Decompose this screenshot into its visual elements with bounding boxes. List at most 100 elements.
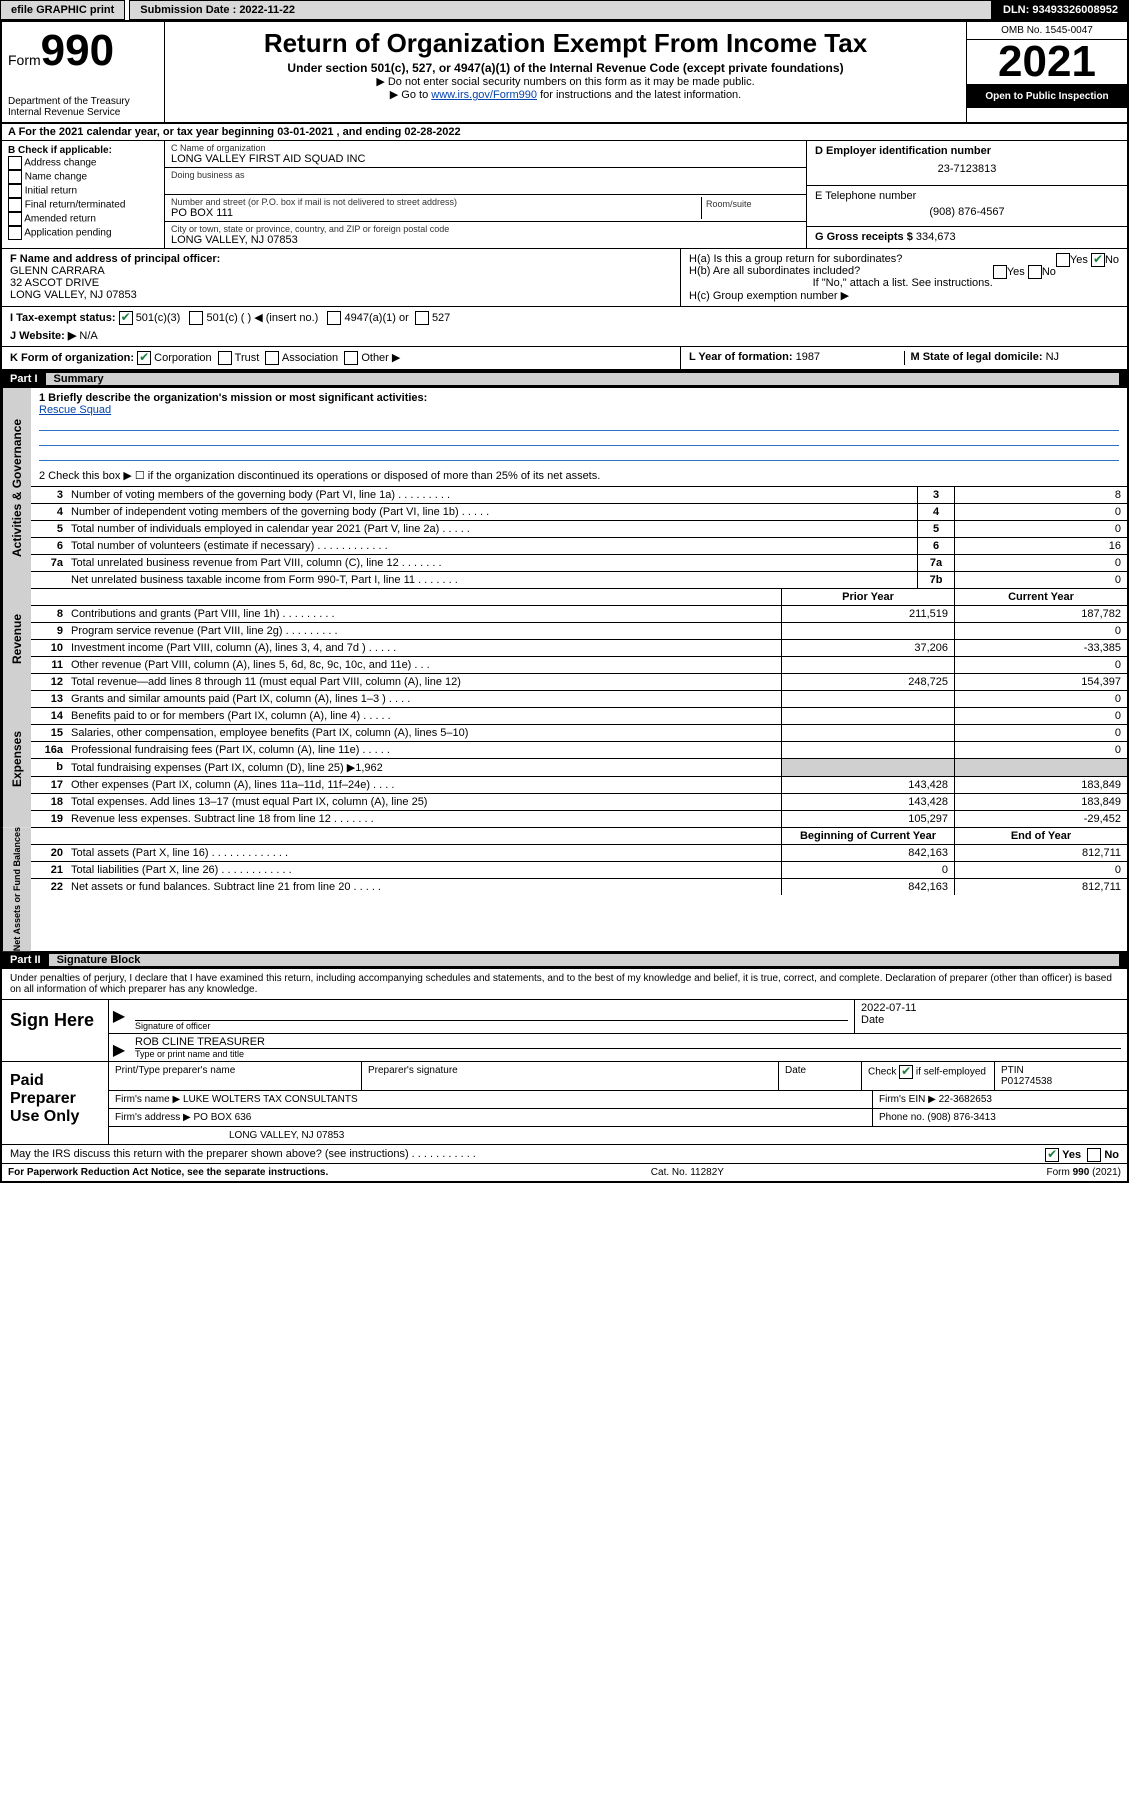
activities-governance: Activities & Governance 1 Briefly descri… — [2, 388, 1127, 588]
org-name: LONG VALLEY FIRST AID SQUAD INC — [171, 153, 800, 165]
form-number-cell: Form990 Department of the Treasury Inter… — [2, 22, 165, 122]
city-value: LONG VALLEY, NJ 07853 — [171, 234, 800, 246]
sign-here-label: Sign Here — [2, 1000, 109, 1061]
officer-addr1: 32 ASCOT DRIVE — [10, 277, 99, 289]
table-row: 12Total revenue—add lines 8 through 11 (… — [31, 673, 1127, 690]
527-checkbox[interactable] — [415, 311, 429, 325]
officer-addr2: LONG VALLEY, NJ 07853 — [10, 289, 137, 301]
discuss-no-checkbox[interactable] — [1087, 1148, 1101, 1162]
form-title: Return of Organization Exempt From Incom… — [173, 28, 958, 59]
table-row: 8Contributions and grants (Part VIII, li… — [31, 605, 1127, 622]
top-toolbar: efile GRAPHIC print Submission Date : 20… — [0, 0, 1129, 20]
ha-yes-checkbox[interactable] — [1056, 253, 1070, 267]
prep-sig-header: Preparer's signature — [362, 1062, 779, 1090]
sig-officer-caption: Signature of officer — [135, 1020, 848, 1031]
hb-no-checkbox[interactable] — [1028, 265, 1042, 279]
prep-check-cell: Check if self-employed — [862, 1062, 995, 1090]
ha-no-checkbox[interactable] — [1091, 253, 1105, 267]
discuss-yes-checkbox[interactable] — [1045, 1148, 1059, 1162]
section-c: C Name of organization LONG VALLEY FIRST… — [165, 141, 806, 248]
table-row: 16aProfessional fundraising fees (Part I… — [31, 741, 1127, 758]
form-container: Form990 Department of the Treasury Inter… — [0, 20, 1129, 1183]
ein-value: 23-7123813 — [815, 157, 1119, 181]
firm-addr-cell: Firm's address ▶ PO BOX 636 — [109, 1109, 873, 1126]
table-row: 11Other revenue (Part VIII, column (A), … — [31, 656, 1127, 673]
ein-label: D Employer identification number — [815, 145, 1119, 157]
checkbox[interactable] — [8, 198, 22, 212]
checkbox[interactable] — [8, 170, 22, 184]
self-employed-checkbox[interactable] — [899, 1065, 913, 1079]
form-footer: For Paperwork Reduction Act Notice, see … — [2, 1163, 1127, 1181]
table-row: 20Total assets (Part X, line 16) . . . .… — [31, 844, 1127, 861]
table-row: 5Total number of individuals employed in… — [31, 520, 1127, 537]
table-row: 10Investment income (Part VIII, column (… — [31, 639, 1127, 656]
table-row: 6Total number of volunteers (estimate if… — [31, 537, 1127, 554]
mission-link[interactable]: Rescue Squad — [39, 404, 111, 416]
table-row: 14Benefits paid to or for members (Part … — [31, 707, 1127, 724]
phone-value: (908) 876-4567 — [815, 202, 1119, 222]
sig-date: 2022-07-11 — [861, 1002, 1121, 1014]
table-row: 13Grants and similar amounts paid (Part … — [31, 690, 1127, 707]
form-year-cell: OMB No. 1545-0047 2021 Open to Public In… — [966, 22, 1127, 122]
row-a-tax-year: A For the 2021 calendar year, or tax yea… — [2, 124, 1127, 141]
checkbox[interactable] — [8, 212, 22, 226]
firm-addr2: LONG VALLEY, NJ 07853 — [109, 1127, 1127, 1144]
hc-label: H(c) Group exemption number ▶ — [689, 289, 1119, 302]
efile-print-button[interactable]: efile GRAPHIC print — [0, 0, 125, 20]
section-b: B Check if applicable: Address change Na… — [2, 141, 165, 248]
other-checkbox[interactable] — [344, 351, 358, 365]
street-value: PO BOX 111 — [171, 207, 701, 219]
sig-name: ROB CLINE TREASURER — [135, 1036, 1121, 1048]
form-title-cell: Return of Organization Exempt From Incom… — [165, 22, 966, 122]
open-inspection: Open to Public Inspection — [967, 85, 1127, 108]
checkbox[interactable] — [8, 156, 22, 170]
revenue-side-label: Revenue — [2, 588, 31, 690]
sign-here-block: Sign Here ▶ Signature of officer 2022-07… — [2, 999, 1127, 1061]
table-row: 7aTotal unrelated business revenue from … — [31, 554, 1127, 571]
form-number: 990 — [41, 26, 114, 75]
form-subtitle: Under section 501(c), 527, or 4947(a)(1)… — [173, 61, 958, 75]
501c-checkbox[interactable] — [189, 311, 203, 325]
table-row: 15Salaries, other compensation, employee… — [31, 724, 1127, 741]
prep-name-header: Print/Type preparer's name — [109, 1062, 362, 1090]
section-h: H(a) Is this a group return for subordin… — [681, 249, 1127, 306]
year-formation: 1987 — [796, 351, 820, 363]
gross-value: 334,673 — [916, 231, 956, 243]
part-1-header: Part I Summary — [2, 370, 1127, 388]
assoc-checkbox[interactable] — [265, 351, 279, 365]
officer-name: GLENN CARRARA — [10, 265, 105, 277]
footer-left: For Paperwork Reduction Act Notice, see … — [8, 1167, 328, 1178]
phone-label: E Telephone number — [815, 190, 1119, 202]
website-value: N/A — [79, 330, 97, 342]
4947-checkbox[interactable] — [327, 311, 341, 325]
sig-name-caption: Type or print name and title — [135, 1048, 1121, 1059]
section-b-label: B Check if applicable: — [8, 145, 158, 156]
street-label: Number and street (or P.O. box if mail i… — [171, 197, 701, 207]
table-row: 22Net assets or fund balances. Subtract … — [31, 878, 1127, 895]
table-row: 3Number of voting members of the governi… — [31, 486, 1127, 503]
firm-name-cell: Firm's name ▶ LUKE WOLTERS TAX CONSULTAN… — [109, 1091, 873, 1108]
row-i-j: I Tax-exempt status: 501(c)(3) 501(c) ( … — [2, 307, 1127, 347]
expenses-side-label: Expenses — [2, 690, 31, 827]
room-label: Room/suite — [706, 199, 796, 209]
discuss-row: May the IRS discuss this return with the… — [2, 1145, 1127, 1163]
ptin-cell: PTINP01274538 — [995, 1062, 1127, 1090]
netassets-section: Net Assets or Fund Balances Beginning of… — [2, 827, 1127, 951]
501c3-checkbox[interactable] — [119, 311, 133, 325]
sig-date-caption: Date — [861, 1014, 1121, 1026]
paid-preparer-block: Paid Preparer Use Only Print/Type prepar… — [2, 1061, 1127, 1145]
table-row: bTotal fundraising expenses (Part IX, co… — [31, 758, 1127, 776]
checkbox[interactable] — [8, 184, 22, 198]
table-row: 17Other expenses (Part IX, column (A), l… — [31, 776, 1127, 793]
section-deg: D Employer identification number 23-7123… — [806, 141, 1127, 248]
checkbox[interactable] — [8, 226, 22, 240]
trust-checkbox[interactable] — [218, 351, 232, 365]
corp-checkbox[interactable] — [137, 351, 151, 365]
irs-link[interactable]: www.irs.gov/Form990 — [431, 89, 537, 101]
gross-label: G Gross receipts $ — [815, 231, 913, 243]
city-label: City or town, state or province, country… — [171, 224, 800, 234]
tax-year: 2021 — [967, 40, 1127, 85]
state-domicile: NJ — [1046, 351, 1059, 363]
hb-yes-checkbox[interactable] — [993, 265, 1007, 279]
arrow-icon: ▶ — [109, 1034, 129, 1061]
